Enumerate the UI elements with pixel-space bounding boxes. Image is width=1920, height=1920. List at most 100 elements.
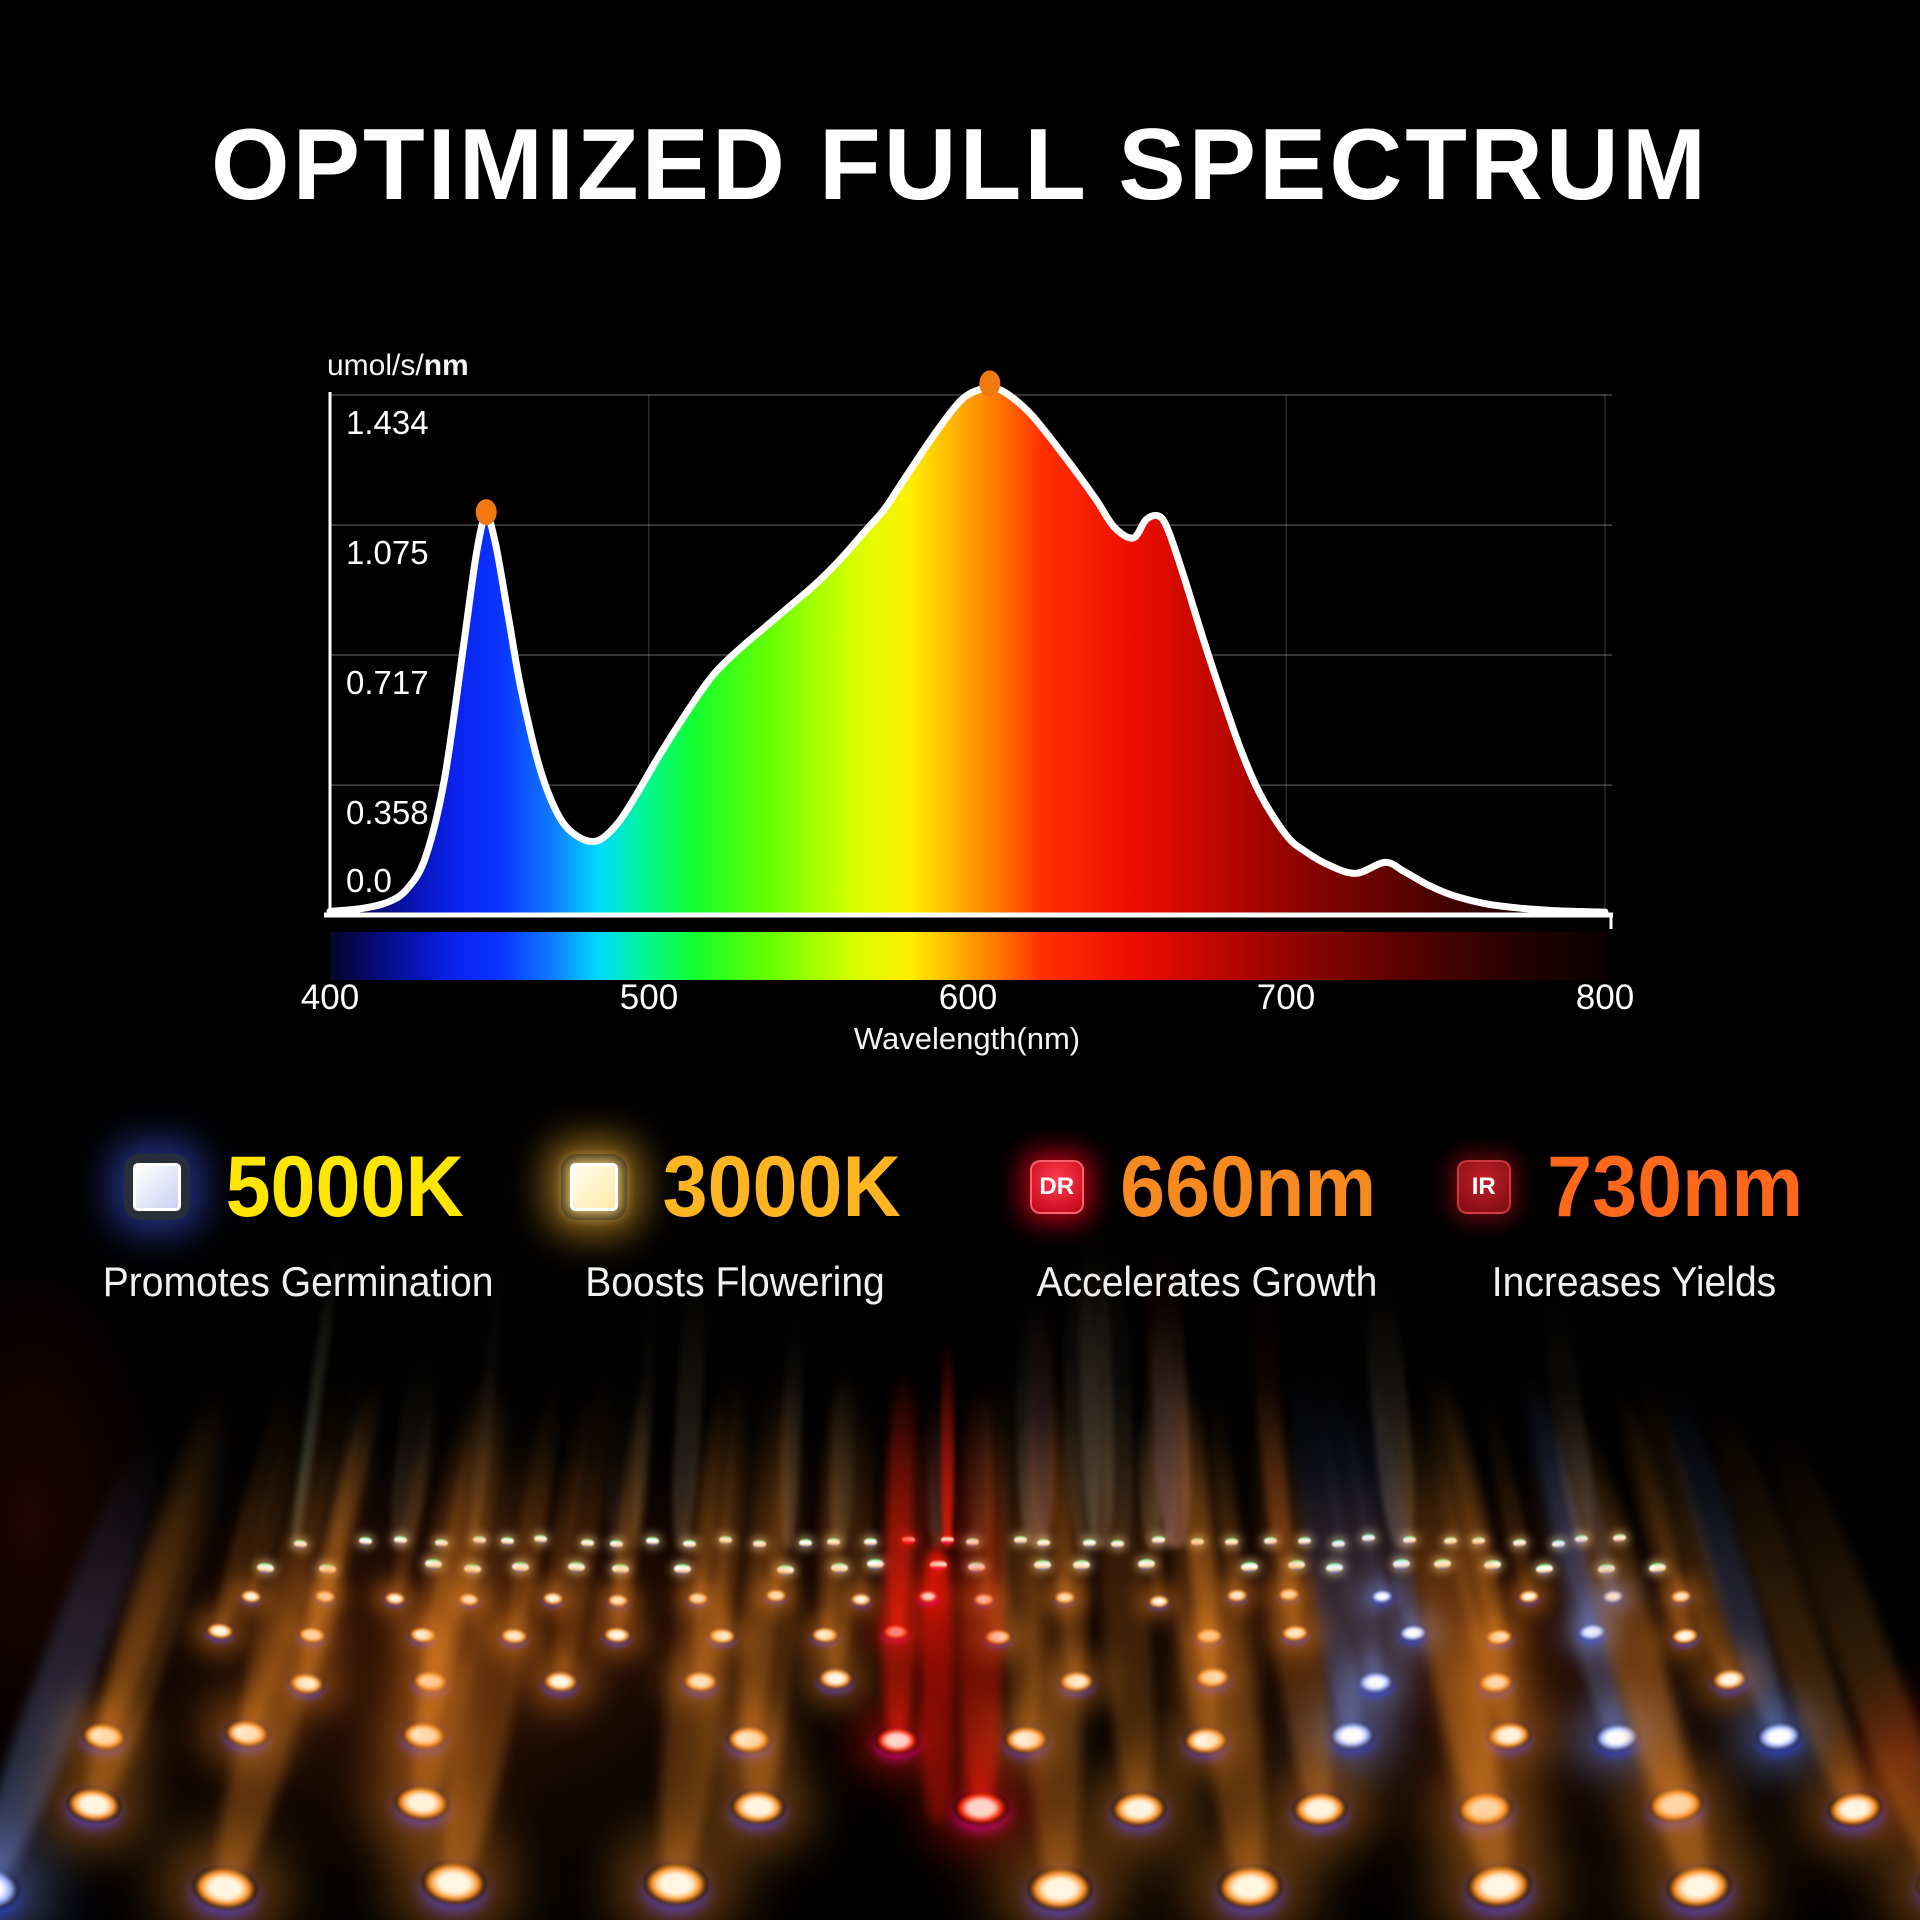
led-dot [609, 1539, 624, 1549]
led-dot [1111, 1791, 1167, 1827]
light-streak [827, 1372, 857, 1549]
led-chip-cool-icon [124, 1154, 191, 1220]
y-tick-label: 0.0 [346, 862, 392, 899]
led-dot [645, 1536, 660, 1546]
led-beam [1377, 1404, 1526, 1892]
led-dot [500, 1536, 515, 1546]
led-dot [1014, 1535, 1028, 1544]
led-beam [72, 1388, 251, 1812]
light-streak [1017, 1416, 1055, 1549]
led-beam [198, 1412, 381, 1895]
led-beam [1240, 1379, 1343, 1813]
led-beam [1250, 1368, 1307, 1635]
led-dot [1512, 1538, 1527, 1548]
led-beam [300, 1374, 387, 1639]
x-tick-label: 800 [1575, 978, 1635, 1017]
led-beam [386, 1391, 448, 1601]
led-beam [1015, 1403, 1088, 1891]
y-axis-unit-label: umol/s/nm [327, 349, 469, 383]
led-dot [830, 1562, 848, 1574]
led-beam [1279, 1361, 1371, 1739]
led-dot [457, 1592, 480, 1607]
led-beam [399, 1376, 529, 1808]
led-beam [1088, 1378, 1163, 1811]
led-dot [1593, 1722, 1640, 1753]
led-beam [1134, 1391, 1169, 1603]
led-dot [239, 1589, 263, 1605]
led-dot [1575, 1534, 1589, 1544]
led-dot [1277, 1587, 1301, 1602]
light-streak [1536, 1287, 1602, 1551]
feature-5000k: 5000K Promotes Germination [88, 1128, 508, 1306]
led-beam [411, 1372, 487, 1637]
led-dot [580, 1538, 594, 1548]
led-beam [291, 1368, 397, 1687]
led-beam [688, 1388, 728, 1600]
led-beam [1357, 1369, 1425, 1635]
led-dot [1486, 1720, 1533, 1752]
led-dot [1477, 1670, 1514, 1695]
page-title: OPTIMIZED FULL SPECTRUM [211, 109, 1709, 221]
led-dot [1072, 1560, 1090, 1571]
led-beam [813, 1369, 851, 1636]
light-streak [1148, 1298, 1194, 1549]
light-streak [1025, 1288, 1059, 1549]
y-tick-label: 0.358 [346, 794, 429, 831]
led-dot [358, 1536, 373, 1546]
led-dot [798, 1539, 812, 1548]
feature-730nm: IR 730nm Increases Yields [1424, 1128, 1844, 1306]
y-axis-unit-prefix: umol/s/ [327, 349, 424, 382]
led-beam [1340, 1387, 1392, 1598]
led-beam [405, 1364, 516, 1740]
led-dot [1033, 1559, 1051, 1570]
led-dot [1670, 1626, 1700, 1645]
led-beam [543, 1389, 594, 1600]
led-dot [541, 1591, 565, 1606]
led-dot [1755, 1720, 1803, 1753]
led-dot [1138, 1558, 1156, 1569]
led-dot [1053, 1591, 1076, 1605]
led-dot [401, 1720, 448, 1751]
led-dot [287, 1671, 325, 1696]
led-beam [982, 1371, 1010, 1637]
light-streak [965, 1387, 994, 1549]
led-dot [394, 1535, 408, 1545]
led-dot [472, 1535, 486, 1545]
led-dot [606, 1593, 630, 1608]
led-dot [940, 1536, 954, 1545]
led-dot [1225, 1588, 1249, 1603]
led-beam [0, 1423, 182, 1898]
led-dot [917, 1590, 940, 1604]
led-dot [1535, 1563, 1554, 1575]
light-streak [931, 1417, 948, 1549]
light-streak [1359, 1277, 1421, 1550]
led-beam [648, 1398, 754, 1887]
feature-value: 5000K [225, 1138, 465, 1235]
led-dot [929, 1560, 947, 1571]
feature-value: 730nm [1546, 1138, 1804, 1235]
feature-caption: Increases Yields [1491, 1258, 1777, 1305]
center-red-beam [941, 1335, 954, 1547]
led-beam [1519, 1371, 1604, 1635]
led-beam [1254, 1385, 1299, 1596]
led-dot [1669, 1589, 1693, 1605]
led-dot [1151, 1536, 1165, 1545]
led-dot [1457, 1789, 1514, 1828]
led-beam [1206, 1385, 1247, 1597]
ambient-glow [0, 1350, 955, 1920]
led-dot [1597, 1563, 1616, 1575]
light-streak [1140, 1312, 1183, 1549]
led-dot [817, 1667, 853, 1690]
feature-3000k: 3000K Boosts Flowering [525, 1128, 945, 1306]
led-dot [1111, 1540, 1125, 1549]
led-dot [393, 1783, 450, 1822]
led-dot [849, 1592, 872, 1607]
led-beam [86, 1374, 238, 1743]
led-dot [1612, 1533, 1627, 1543]
y-axis-unit-suffix: nm [423, 349, 469, 382]
led-dot [0, 1862, 22, 1913]
led-beam [315, 1390, 383, 1599]
led-chip-warm-icon [561, 1154, 628, 1220]
led-beam [1047, 1387, 1074, 1599]
led-dot [1263, 1536, 1277, 1546]
